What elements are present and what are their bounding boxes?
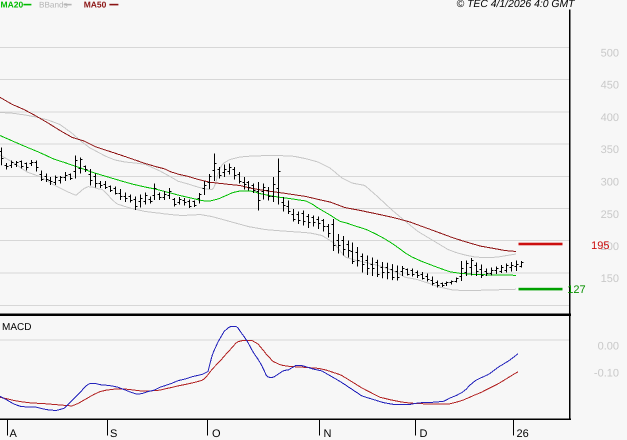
svg-text:MA50: MA50 — [84, 0, 107, 10]
svg-text:BBands: BBands — [39, 1, 68, 10]
svg-text:N: N — [324, 428, 332, 440]
svg-text:200: 200 — [601, 241, 619, 253]
svg-text:150: 150 — [601, 273, 619, 285]
svg-text:500: 500 — [601, 48, 619, 60]
svg-text:127: 127 — [567, 284, 585, 296]
svg-text:D: D — [420, 428, 428, 440]
svg-text:© TEC 4/1/2026 4:0 GMT: © TEC 4/1/2026 4:0 GMT — [457, 0, 576, 10]
svg-text:S: S — [110, 428, 117, 440]
svg-text:400: 400 — [601, 112, 619, 124]
svg-text:MA20: MA20 — [1, 0, 24, 10]
svg-text:195: 195 — [591, 240, 609, 252]
svg-text:-0.10: -0.10 — [594, 368, 619, 380]
svg-text:250: 250 — [601, 209, 619, 221]
svg-text:MACD: MACD — [2, 322, 31, 333]
svg-text:300: 300 — [601, 177, 619, 189]
svg-text:450: 450 — [601, 80, 619, 92]
svg-text:26: 26 — [517, 428, 529, 440]
svg-text:350: 350 — [601, 144, 619, 156]
svg-text:0.00: 0.00 — [598, 340, 619, 352]
svg-text:O: O — [212, 428, 221, 440]
svg-text:A: A — [10, 428, 18, 440]
